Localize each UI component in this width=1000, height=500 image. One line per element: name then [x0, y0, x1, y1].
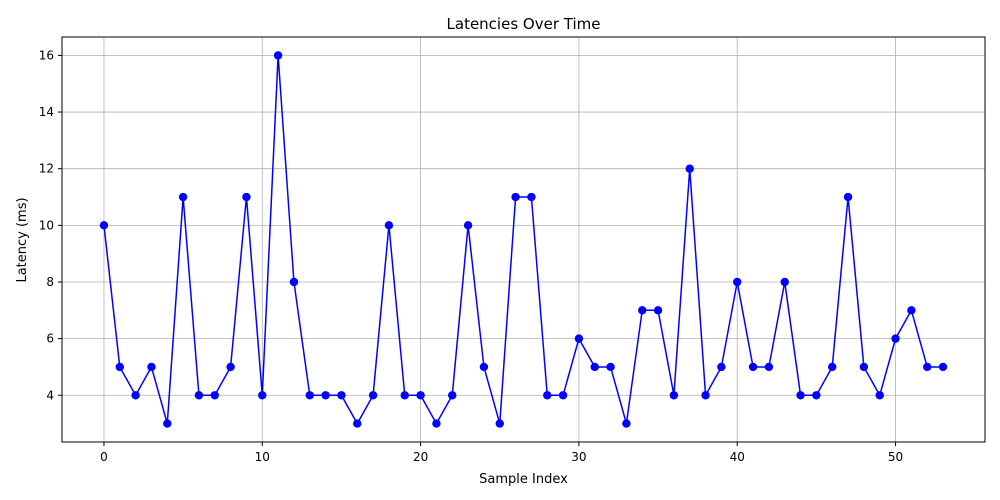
x-tick-label: 20 [413, 450, 428, 464]
data-point [812, 391, 821, 400]
data-point [115, 362, 124, 372]
data-point [258, 391, 267, 400]
x-tick-label: 50 [888, 450, 903, 464]
data-point [448, 391, 457, 400]
data-point [400, 391, 409, 400]
data-point [384, 221, 394, 230]
data-point [843, 192, 853, 202]
data-point [353, 419, 362, 428]
data-point [289, 277, 299, 287]
data-point [194, 391, 204, 400]
y-tick-label: 16 [39, 48, 54, 62]
data-point [606, 362, 615, 372]
data-point [242, 192, 251, 202]
x-tick-label: 30 [571, 450, 586, 464]
data-point [590, 362, 599, 372]
data-point [780, 277, 789, 287]
data-point [337, 391, 346, 400]
data-point [828, 362, 837, 372]
data-point [543, 391, 552, 400]
axis-ticks: 0 10 20 30 40 50 4 6 8 10 12 14 16 [39, 48, 903, 464]
data-point [463, 221, 473, 230]
data-point [558, 391, 568, 400]
x-tick-label: 40 [730, 450, 745, 464]
data-point [99, 221, 109, 230]
data-point [938, 362, 948, 372]
chart-title: Latencies Over Time [447, 15, 601, 33]
data-point [210, 391, 219, 400]
data-point [147, 362, 156, 372]
grid-lines [62, 37, 985, 442]
plot-frame [61, 36, 986, 443]
data-point [416, 391, 425, 400]
data-point [495, 419, 504, 428]
data-point [622, 419, 631, 428]
data-point [305, 391, 314, 400]
data-point [226, 362, 235, 372]
data-point [479, 362, 489, 372]
data-point [764, 362, 774, 372]
data-point [907, 306, 916, 315]
x-tick-label: 10 [255, 450, 270, 464]
data-point [432, 419, 441, 428]
data-point [653, 306, 663, 315]
y-tick-label: 4 [46, 388, 54, 402]
data-point [923, 362, 932, 372]
data-point [859, 362, 869, 372]
data-point [891, 334, 900, 343]
data-point [574, 334, 584, 343]
x-axis-label: Sample Index [479, 472, 568, 487]
data-point [273, 51, 283, 60]
data-point [875, 391, 884, 400]
data-point [368, 391, 378, 400]
data-point [527, 192, 536, 202]
data-point [717, 362, 726, 372]
y-tick-label: 8 [46, 275, 54, 289]
data-point [638, 306, 647, 315]
y-tick-label: 12 [39, 162, 54, 176]
data-point [163, 419, 172, 428]
y-tick-label: 14 [39, 105, 54, 119]
y-axis-label: Latency (ms) [15, 197, 30, 282]
data-point [685, 164, 694, 173]
x-tick-label: 0 [100, 450, 108, 464]
data-point [796, 391, 805, 400]
y-tick-label: 6 [46, 332, 54, 346]
data-point [701, 391, 710, 400]
data-point [511, 192, 520, 202]
series-layer [99, 51, 948, 428]
data-point [131, 391, 140, 400]
data-point [748, 362, 758, 372]
data-point [733, 277, 742, 287]
data-point [178, 192, 188, 202]
data-point [669, 391, 679, 400]
y-tick-label: 10 [39, 218, 54, 232]
data-point [321, 391, 330, 400]
